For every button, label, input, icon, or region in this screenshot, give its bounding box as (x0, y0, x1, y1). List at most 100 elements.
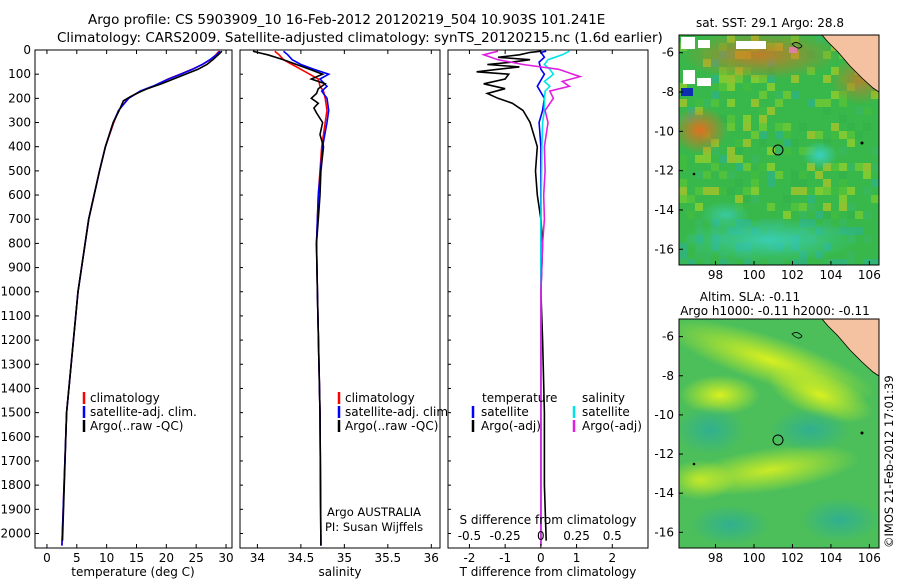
legend-label-satellite: satellite-adj. clim. (345, 405, 452, 419)
difference-secondary-ticks: -0.5 -0.25 0 0.25 0.5 (458, 529, 622, 543)
salinity-series (252, 50, 331, 546)
map-x-tick-label: 106 (858, 268, 881, 282)
difference-series (476, 50, 583, 546)
legend-label-argo: Argo(..raw -QC) (90, 419, 183, 433)
map-x-tick-label: 98 (708, 268, 723, 282)
island-outline (791, 332, 803, 339)
x-tick-label: 35.5 (374, 551, 401, 565)
difference-secondary-axis-label: S difference from climatology (460, 513, 637, 527)
legend-label-t-argo: Argo(-adj) (481, 419, 541, 433)
secondary-tick-label: -0.5 (458, 529, 481, 543)
map-x-tick-label: 98 (708, 551, 723, 565)
x-tick-label: 30 (218, 551, 233, 565)
secondary-tick-label: -0.25 (490, 529, 521, 543)
map-x-tick-label: 106 (858, 551, 881, 565)
difference-legend: temperature salinity satellite Argo(-adj… (471, 391, 642, 433)
map-x-tick-label: 102 (781, 268, 804, 282)
series-line-salinity-satellite (540, 50, 570, 546)
map-y-tick-label: -8 (662, 85, 674, 99)
series-line-argo-raw-qc- (252, 50, 327, 546)
temperature-series (61, 50, 223, 546)
difference-axes: -2 -1 0 1 2 (448, 49, 616, 565)
y-tick-label: 100 (8, 67, 31, 81)
map-y-tick-label: -10 (654, 124, 674, 138)
salinity-annotation-line1: Argo AUSTRALIA (327, 505, 421, 519)
legend-label-climatology: climatology (90, 391, 160, 405)
map-y-tick-label: -10 (654, 408, 674, 422)
y-tick-label: 1300 (0, 357, 31, 371)
legend-label-satellite: satellite-adj. clim. (90, 405, 197, 419)
difference-x-label: T difference from climatology (459, 565, 637, 579)
x-tick-label: 5 (73, 551, 81, 565)
map-y-tick-label: -8 (662, 369, 674, 383)
x-tick-label: 20 (159, 551, 174, 565)
y-tick-label: 300 (8, 116, 31, 130)
sla-map-panel: Altim. SLA: -0.11 Argo h1000: -0.11 h200… (654, 290, 881, 565)
series-line-salinity-argo-adj- (480, 50, 583, 546)
x-tick-label: 25 (189, 551, 204, 565)
map-y-tick-label: -14 (654, 486, 674, 500)
x-tick-label: 15 (129, 551, 144, 565)
y-tick-label: 1900 (0, 502, 31, 516)
x-tick-label: 2 (608, 551, 616, 565)
x-tick-label: -1 (499, 551, 511, 565)
y-tick-label: 500 (8, 164, 31, 178)
sla-map-subtitle: Argo h1000: -0.11 h2000: -0.11 (680, 304, 870, 318)
sst-map-panel: sat. SST: 29.1 Argo: 28.8 98 100 102 104 106… (654, 16, 881, 282)
salinity-axes: 34 34.5 35 35.5 36 (240, 49, 439, 565)
secondary-tick-label: 0.5 (603, 529, 622, 543)
y-tick-label: 1400 (0, 381, 31, 395)
imos-timestamp: ©IMOS 21-Feb-2012 17:01:39 (882, 375, 896, 548)
salinity-x-label: salinity (318, 565, 361, 579)
legend-label-climatology: climatology (345, 391, 415, 405)
y-tick-label: 1000 (0, 285, 31, 299)
map-x-tick-label: 100 (743, 551, 766, 565)
legend-title-temperature: temperature (482, 391, 557, 405)
y-tick-label: 1700 (0, 454, 31, 468)
map-y-tick-label: -16 (654, 525, 674, 539)
map-y-tick-label: -6 (662, 46, 674, 60)
sumatra-land (821, 35, 879, 93)
y-tick-label: 400 (8, 140, 31, 154)
y-tick-label: 0 (23, 43, 31, 57)
map-y-tick-label: -12 (654, 164, 674, 178)
x-tick-label: 34.5 (288, 551, 315, 565)
x-tick-label: 0 (43, 551, 51, 565)
y-tick-label: 1800 (0, 478, 31, 492)
y-tick-label: 800 (8, 236, 31, 250)
map-x-tick-label: 104 (819, 268, 842, 282)
y-tick-label: 1600 (0, 430, 31, 444)
island-outline (791, 42, 803, 49)
sst-map-title: sat. SST: 29.1 Argo: 28.8 (696, 16, 844, 30)
secondary-tick-label: 0.25 (563, 529, 590, 543)
map-y-tick-label: -12 (654, 447, 674, 461)
temperature-x-label: temperature (deg C) (71, 565, 194, 579)
salinity-panel: 34 34.5 35 35.5 36 climatology satellite-adj… (239, 49, 452, 579)
temperature-legend: climatology satellite-adj. clim. Argo(..… (82, 391, 197, 433)
secondary-tick-label: 0 (537, 529, 545, 543)
map-x-tick-label: 100 (743, 268, 766, 282)
argo-float-marker (772, 144, 784, 156)
legend-title-salinity: salinity (582, 391, 625, 405)
temperature-panel: 0 5 10 15 20 25 300100200300400500600700800900… (0, 43, 233, 579)
map-x-tick-label: 102 (781, 551, 804, 565)
figure-title-line1: Argo profile: CS 5903909_10 16-Feb-2012 … (88, 12, 605, 28)
y-tick-label: 900 (8, 261, 31, 275)
x-tick-label: 1 (573, 551, 581, 565)
y-tick-label: 600 (8, 188, 31, 202)
x-tick-label: 35 (337, 551, 352, 565)
figure-title-line2: Climatology: CARS2009. Satellite-adjuste… (57, 30, 663, 46)
x-tick-label: 0 (537, 551, 545, 565)
x-tick-label: 34 (250, 551, 265, 565)
map-y-tick-label: -6 (662, 330, 674, 344)
legend-label-argo: Argo(..raw -QC) (345, 419, 438, 433)
salinity-annotation-line2: PI: Susan Wijffels (325, 520, 423, 534)
salinity-legend: climatology satellite-adj. clim. Argo(..… (337, 391, 452, 433)
series-line-argo-raw-qc- (61, 50, 223, 541)
legend-label-s-argo: Argo(-adj) (582, 419, 642, 433)
sumatra-land (821, 319, 879, 377)
y-tick-label: 1200 (0, 333, 31, 347)
sla-map-image (679, 319, 879, 548)
x-tick-label: 36 (424, 551, 439, 565)
